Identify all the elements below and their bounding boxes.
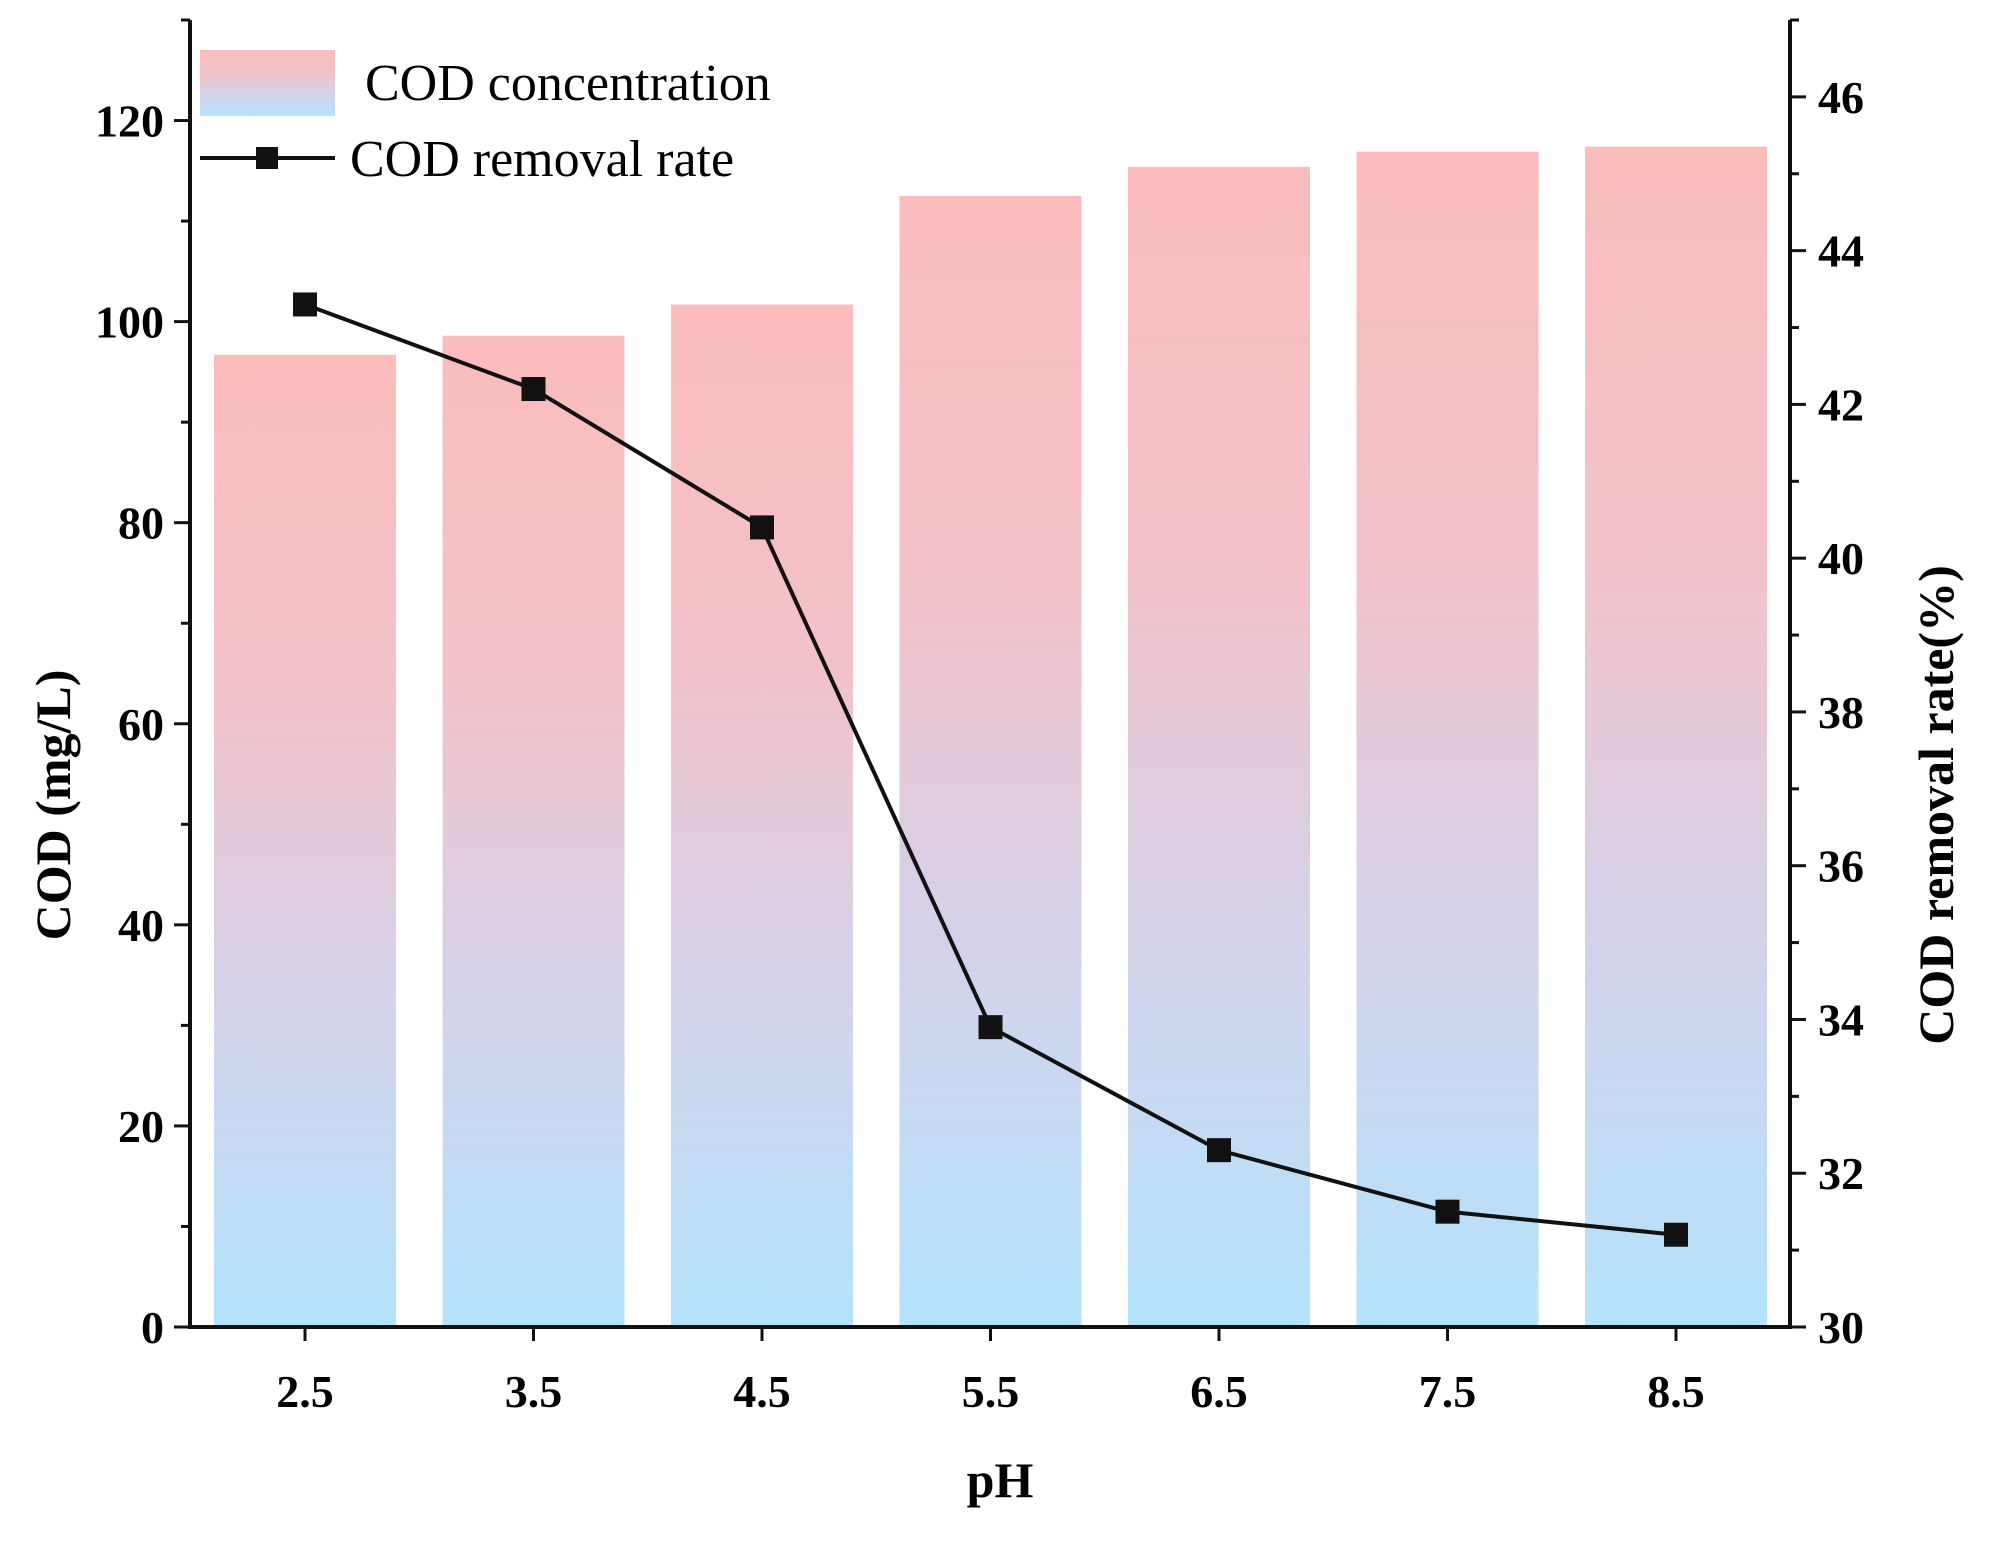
y2-tick-label: 44 <box>1818 226 1864 277</box>
y-axis-title: COD (mg/L) <box>25 670 81 941</box>
bar-ph-4.5 <box>671 304 853 1328</box>
y2-tick-label: 40 <box>1818 533 1864 584</box>
y2-tick-label: 46 <box>1818 72 1864 123</box>
x-tick-label: 7.5 <box>1419 1366 1477 1417</box>
y2-axis-title: COD removal rate(%) <box>1908 565 1964 1044</box>
x-tick-label: 3.5 <box>505 1366 563 1417</box>
legend-label-cod-removal-rate: COD removal rate <box>350 131 734 188</box>
bar-ph-7.5 <box>1356 151 1539 1328</box>
y-tick-label: 100 <box>95 297 164 348</box>
y2-tick-label: 42 <box>1818 379 1864 430</box>
y-tick-label: 120 <box>95 96 164 147</box>
removal-rate-point-ph-3.5 <box>521 377 546 402</box>
y2-tick-label: 30 <box>1818 1302 1864 1353</box>
right-axis-ticks: 30 32 34 36 38 40 42 44 46 <box>1790 18 1864 1353</box>
y2-tick-label: 34 <box>1818 994 1864 1045</box>
y-tick-label: 40 <box>118 900 164 951</box>
line-series <box>293 292 1688 1247</box>
removal-rate-point-ph-7.5 <box>1435 1199 1460 1224</box>
bar-ph-2.5 <box>214 354 396 1327</box>
x-axis-title: pH <box>967 1452 1034 1508</box>
bar-ph-6.5 <box>1128 166 1310 1328</box>
x-tick-label: 8.5 <box>1647 1366 1705 1417</box>
y2-tick-label: 38 <box>1818 687 1864 738</box>
y2-tick-label: 36 <box>1818 841 1864 892</box>
removal-rate-point-ph-4.5 <box>750 515 774 540</box>
x-tick-label: 6.5 <box>1190 1366 1248 1417</box>
y-tick-label: 0 <box>141 1302 164 1353</box>
y2-tick-label: 32 <box>1818 1148 1864 1199</box>
y-tick-label: 20 <box>118 1101 164 1152</box>
y-tick-label: 80 <box>118 498 164 549</box>
x-axis-ticks: 2.5 3.5 4.5 5.5 6.5 7.5 8.5 <box>276 1327 1705 1417</box>
removal-rate-point-ph-2.5 <box>293 292 317 317</box>
left-axis-ticks: 0 20 40 60 80 100 120 <box>95 18 190 1353</box>
x-tick-label: 2.5 <box>276 1366 334 1417</box>
removal-rate-point-ph-5.5 <box>978 1015 1003 1040</box>
legend: COD concentration COD removal rate <box>200 50 771 188</box>
bar-series <box>214 146 1767 1328</box>
legend-label-cod-concentration: COD concentration <box>365 55 771 112</box>
bar-ph-8.5 <box>1585 146 1767 1327</box>
removal-rate-point-ph-6.5 <box>1207 1138 1231 1163</box>
y-tick-label: 60 <box>118 699 164 750</box>
removal-rate-point-ph-8.5 <box>1664 1222 1688 1247</box>
legend-bar-swatch <box>200 50 335 116</box>
legend-line-marker <box>256 147 278 169</box>
bar-ph-5.5 <box>899 195 1082 1328</box>
x-tick-label: 4.5 <box>733 1366 791 1417</box>
bar-ph-3.5 <box>442 335 625 1327</box>
x-tick-label: 5.5 <box>962 1366 1020 1417</box>
